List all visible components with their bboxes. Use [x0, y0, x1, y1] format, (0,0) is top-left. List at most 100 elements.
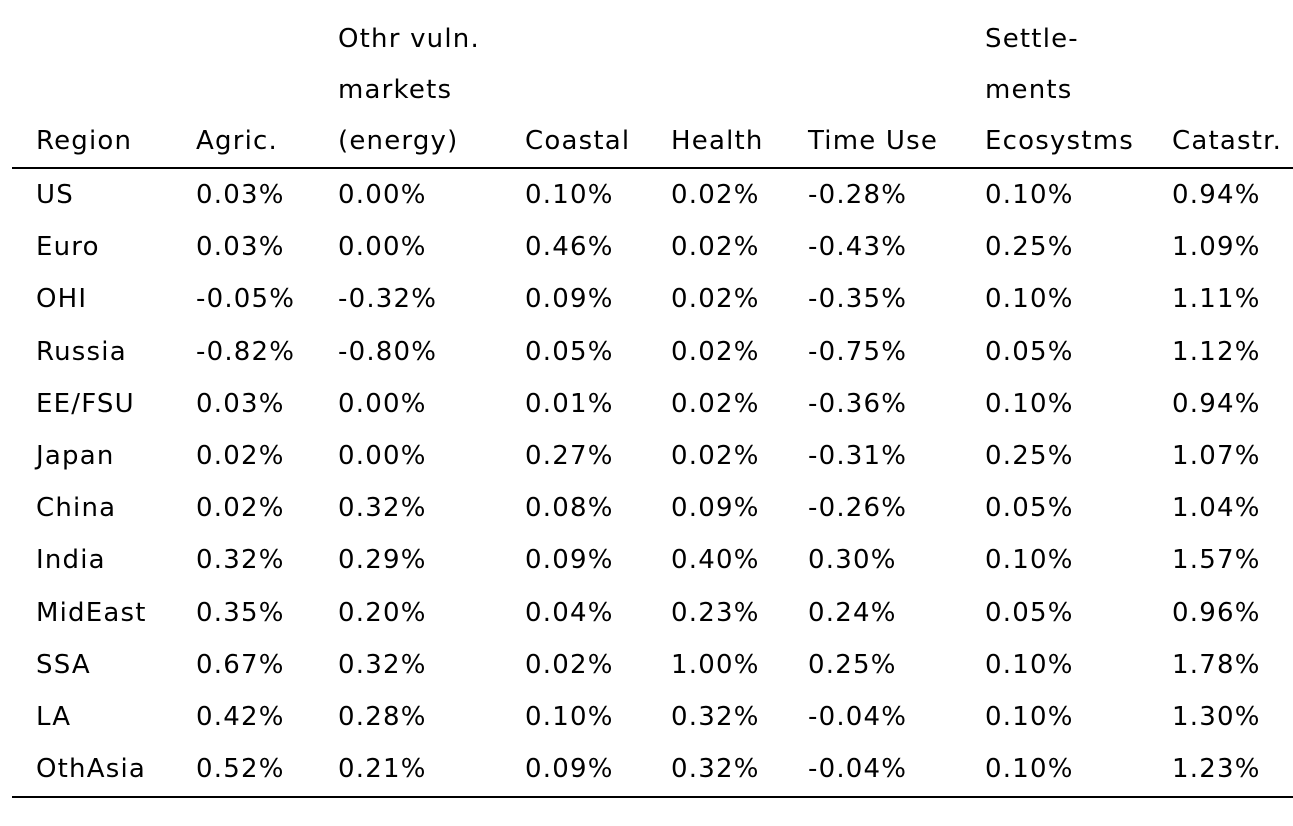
- cell-catastr: 1.12%: [1172, 336, 1261, 367]
- cell-coastal: 0.05%: [525, 336, 614, 367]
- cell-coastal: 0.02%: [525, 649, 614, 680]
- cell-region: Euro: [36, 232, 100, 263]
- header-other-markets-line-1: Othr vuln.: [338, 24, 480, 54]
- header-region: Region: [12, 12, 172, 168]
- cell-settlements: 0.05%: [985, 597, 1074, 628]
- cell-region: Japan: [36, 441, 115, 472]
- cell-coastal: 0.04%: [525, 597, 614, 628]
- cell-agric: -0.05%: [196, 284, 296, 315]
- cell-time-use: 0.24%: [808, 597, 897, 628]
- header-other-markets-line-2: markets: [338, 75, 453, 105]
- header-settlements-line-3: Ecosystms: [985, 126, 1134, 156]
- cell-health: 0.02%: [671, 232, 760, 263]
- header-catastr: Catastr.: [1148, 12, 1293, 168]
- cell-time-use: 0.25%: [808, 649, 897, 680]
- header-other-markets-line-3: (energy): [338, 126, 459, 156]
- cell-other-markets: -0.80%: [338, 336, 438, 367]
- header-settlements: Settle- ments Ecosystms: [961, 12, 1148, 168]
- header-time-use: Time Use: [784, 12, 961, 168]
- cell-catastr: 1.78%: [1172, 649, 1261, 680]
- cell-time-use: -0.35%: [808, 284, 908, 315]
- header-catastr-line: Catastr.: [1172, 126, 1283, 156]
- header-other-markets: Othr vuln. markets (energy): [314, 12, 501, 168]
- cell-health: 0.02%: [671, 284, 760, 315]
- cell-coastal: 0.10%: [525, 702, 614, 733]
- header-time-use-line: Time Use: [808, 126, 939, 156]
- cell-settlements: 0.10%: [985, 388, 1074, 419]
- cell-settlements: 0.10%: [985, 180, 1074, 210]
- cell-time-use: -0.04%: [808, 702, 908, 733]
- cell-time-use: 0.30%: [808, 545, 897, 576]
- table-row: Euro 0.03% 0.00% 0.46% 0.02% -0.43% 0.25…: [12, 221, 1293, 273]
- cell-catastr: 1.04%: [1172, 493, 1261, 524]
- cell-region: India: [36, 545, 106, 576]
- cell-health: 0.32%: [671, 702, 760, 733]
- cell-agric: 0.02%: [196, 441, 285, 472]
- cell-health: 0.02%: [671, 336, 760, 367]
- cell-time-use: -0.31%: [808, 441, 908, 472]
- table-row: OHI -0.05% -0.32% 0.09% 0.02% -0.35% 0.1…: [12, 273, 1293, 325]
- cell-coastal: 0.09%: [525, 545, 614, 576]
- cell-catastr: 0.94%: [1172, 180, 1261, 210]
- cell-region: OthAsia: [36, 754, 147, 785]
- header-coastal-line: Coastal: [525, 126, 631, 156]
- cell-agric: 0.52%: [196, 754, 285, 785]
- cell-time-use: -0.36%: [808, 388, 908, 419]
- impact-table: Region Agric. Othr vuln. markets (energy…: [12, 12, 1293, 795]
- cell-settlements: 0.10%: [985, 284, 1074, 315]
- cell-other-markets: 0.21%: [338, 754, 427, 785]
- cell-agric: 0.42%: [196, 702, 285, 733]
- cell-other-markets: 0.00%: [338, 180, 427, 210]
- cell-health: 0.02%: [671, 388, 760, 419]
- cell-agric: 0.02%: [196, 493, 285, 524]
- cell-time-use: -0.43%: [808, 232, 908, 263]
- cell-health: 0.09%: [671, 493, 760, 524]
- header-agric-line: Agric.: [196, 126, 278, 156]
- cell-other-markets: 0.00%: [338, 232, 427, 263]
- cell-other-markets: 0.32%: [338, 493, 427, 524]
- cell-catastr: 0.96%: [1172, 597, 1261, 628]
- cell-health: 0.32%: [671, 754, 760, 785]
- cell-catastr: 1.11%: [1172, 284, 1261, 315]
- cell-agric: 0.67%: [196, 649, 285, 680]
- header-agric: Agric.: [172, 12, 314, 168]
- cell-catastr: 1.07%: [1172, 441, 1261, 472]
- table-row: OthAsia 0.52% 0.21% 0.09% 0.32% -0.04% 0…: [12, 743, 1293, 795]
- cell-settlements: 0.10%: [985, 649, 1074, 680]
- cell-catastr: 1.30%: [1172, 702, 1261, 733]
- cell-region: LA: [36, 702, 72, 733]
- cell-settlements: 0.10%: [985, 702, 1074, 733]
- cell-catastr: 1.57%: [1172, 545, 1261, 576]
- cell-settlements: 0.10%: [985, 545, 1074, 576]
- header-region-line: Region: [36, 126, 133, 156]
- cell-other-markets: 0.20%: [338, 597, 427, 628]
- cell-other-markets: -0.32%: [338, 284, 438, 315]
- cell-agric: 0.35%: [196, 597, 285, 628]
- cell-other-markets: 0.28%: [338, 702, 427, 733]
- cell-region: SSA: [36, 649, 91, 680]
- cell-time-use: -0.26%: [808, 493, 908, 524]
- cell-region: OHI: [36, 284, 88, 315]
- cell-agric: 0.03%: [196, 232, 285, 263]
- cell-health: 0.23%: [671, 597, 760, 628]
- header-settlements-line-1: Settle-: [985, 24, 1079, 54]
- table-row: MidEast 0.35% 0.20% 0.04% 0.23% 0.24% 0.…: [12, 587, 1293, 639]
- cell-coastal: 0.09%: [525, 284, 614, 315]
- table-row: US 0.03% 0.00% 0.10% 0.02% -0.28% 0.10% …: [12, 168, 1293, 221]
- cell-coastal: 0.27%: [525, 441, 614, 472]
- cell-catastr: 0.94%: [1172, 388, 1261, 419]
- cell-catastr: 1.09%: [1172, 232, 1261, 263]
- cell-time-use: -0.04%: [808, 754, 908, 785]
- header-health-line: Health: [671, 126, 764, 156]
- cell-agric: -0.82%: [196, 336, 296, 367]
- cell-health: 0.02%: [671, 180, 760, 210]
- table-row: LA 0.42% 0.28% 0.10% 0.32% -0.04% 0.10% …: [12, 691, 1293, 743]
- table-row: Japan 0.02% 0.00% 0.27% 0.02% -0.31% 0.2…: [12, 430, 1293, 482]
- cell-coastal: 0.46%: [525, 232, 614, 263]
- table-bottom-rule: [12, 796, 1293, 798]
- cell-region: EE/FSU: [36, 388, 135, 419]
- cell-agric: 0.03%: [196, 388, 285, 419]
- cell-coastal: 0.01%: [525, 388, 614, 419]
- cell-coastal: 0.10%: [525, 180, 614, 210]
